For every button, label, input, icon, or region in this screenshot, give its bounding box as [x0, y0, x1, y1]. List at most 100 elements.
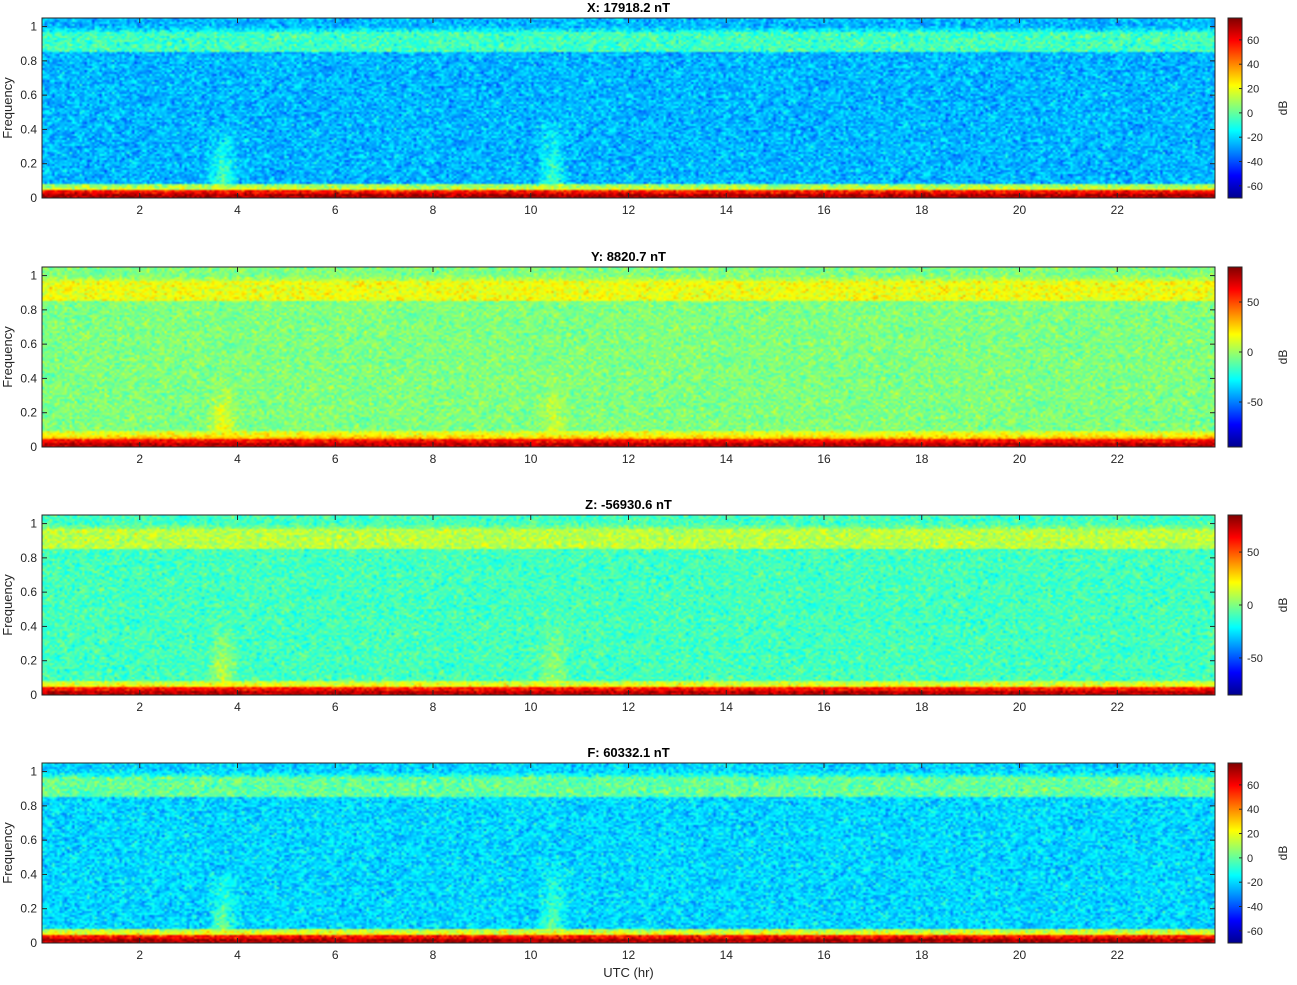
- x-tick-label: 16: [817, 700, 831, 714]
- spectrogram-panel-3: F: 60332.1 nT2 4 6 8 10 12 14 16 18 20 2200.20.40.…: [0, 745, 1290, 980]
- x-tick-label: 6: [332, 452, 339, 466]
- x-tick-label: 14: [720, 452, 734, 466]
- x-tick-label: 12: [622, 452, 636, 466]
- colorbar-tick-label: -60: [1247, 926, 1263, 938]
- x-tick-label: 10: [524, 700, 538, 714]
- colorbar-label: dB: [1276, 598, 1290, 613]
- colorbar: -60 -40 -20 0 20 40 60 dB: [1227, 17, 1290, 199]
- colorbar-tick-label: 50: [1247, 547, 1259, 559]
- x-tick-label: 22: [1111, 700, 1125, 714]
- colorbar-tick-label: 0: [1247, 347, 1253, 359]
- x-tick-label: 2: [136, 948, 143, 962]
- colorbar-label: dB: [1276, 101, 1290, 116]
- colorbar-scale: [1227, 762, 1243, 944]
- x-tick-label: 10: [524, 203, 538, 217]
- colorbar-tick-label: 40: [1247, 804, 1259, 816]
- x-tick-label: 16: [817, 948, 831, 962]
- y-tick-label: 0.8: [20, 551, 37, 565]
- y-tick-label: 0: [30, 936, 37, 950]
- colorbar-label: dB: [1276, 350, 1290, 365]
- x-tick-label: 2: [136, 700, 143, 714]
- spectrogram-panel-2: Z: -56930.6 nT2 4 6 8 10 12 14 16 18 20 2200.20.40…: [0, 497, 1290, 714]
- colorbar-tick-label: 60: [1247, 35, 1259, 47]
- colorbar-scale: [1227, 17, 1243, 199]
- x-tick-label: 14: [720, 700, 734, 714]
- y-tick-label: 0: [30, 191, 37, 205]
- x-tick-label: 10: [524, 452, 538, 466]
- colorbar-tick-label: 60: [1247, 780, 1259, 792]
- y-tick-label: 1: [30, 765, 37, 779]
- x-tick-label: 20: [1013, 948, 1027, 962]
- y-tick-label: 1: [30, 269, 37, 283]
- colorbar-tick-label: -40: [1247, 157, 1263, 169]
- y-tick-label: 0.4: [20, 371, 37, 385]
- colorbar-label: dB: [1276, 846, 1290, 861]
- y-tick-label: 0.8: [20, 799, 37, 813]
- panel-title: F: 60332.1 nT: [587, 745, 669, 760]
- x-tick-label: 18: [915, 948, 929, 962]
- colorbar-tick-label: 0: [1247, 600, 1253, 612]
- colorbar-tick-label: -40: [1247, 902, 1263, 914]
- spectrogram-panel-1: Y: 8820.7 nT2 4 6 8 10 12 14 16 18 20 2200.20.40.6…: [0, 249, 1290, 466]
- y-tick-label: 1: [30, 517, 37, 531]
- colorbar: -60 -40 -20 0 20 40 60 dB: [1227, 762, 1290, 944]
- y-tick-label: 0.8: [20, 54, 37, 68]
- y-tick-label: 0.4: [20, 867, 37, 881]
- x-tick-label: 14: [720, 948, 734, 962]
- x-tick-label: 4: [234, 700, 241, 714]
- spectrogram-heatmap: [42, 267, 1215, 447]
- y-tick-label: 0: [30, 688, 37, 702]
- colorbar-tick-label: -50: [1247, 653, 1263, 665]
- x-tick-label: 8: [430, 452, 437, 466]
- y-axis-label: Frequency: [0, 574, 15, 636]
- x-tick-label: 16: [817, 203, 831, 217]
- x-tick-label: 22: [1111, 452, 1125, 466]
- x-tick-label: 6: [332, 203, 339, 217]
- y-tick-label: 0.6: [20, 833, 37, 847]
- x-tick-label: 22: [1111, 948, 1125, 962]
- colorbar-tick-label: -20: [1247, 132, 1263, 144]
- x-tick-label: 12: [622, 700, 636, 714]
- x-tick-label: 8: [430, 700, 437, 714]
- colorbar-tick-label: 20: [1247, 84, 1259, 96]
- x-tick-label: 4: [234, 948, 241, 962]
- x-tick-label: 2: [136, 452, 143, 466]
- x-tick-label: 2: [136, 203, 143, 217]
- y-tick-label: 0.2: [20, 157, 37, 171]
- colorbar: -50 0 50 dB: [1227, 514, 1290, 696]
- x-tick-label: 14: [720, 203, 734, 217]
- x-tick-label: 10: [524, 948, 538, 962]
- y-tick-label: 1: [30, 20, 37, 34]
- colorbar-tick-label: 0: [1247, 853, 1253, 865]
- colorbar-tick-label: -60: [1247, 181, 1263, 193]
- x-tick-label: 6: [332, 948, 339, 962]
- y-tick-label: 0: [30, 440, 37, 454]
- spectrogram-heatmap: [42, 763, 1215, 943]
- y-tick-label: 0.6: [20, 337, 37, 351]
- x-tick-label: 20: [1013, 452, 1027, 466]
- y-axis-label: Frequency: [0, 77, 15, 139]
- x-tick-label: 16: [817, 452, 831, 466]
- y-tick-label: 0.6: [20, 88, 37, 102]
- y-tick-label: 0.4: [20, 619, 37, 633]
- panel-title: Z: -56930.6 nT: [585, 497, 672, 512]
- x-tick-label: 18: [915, 700, 929, 714]
- x-tick-label: 8: [430, 948, 437, 962]
- panel-title: Y: 8820.7 nT: [591, 249, 666, 264]
- y-tick-label: 0.8: [20, 303, 37, 317]
- y-tick-label: 0.2: [20, 902, 37, 916]
- y-tick-label: 0.4: [20, 122, 37, 136]
- x-tick-label: 22: [1111, 203, 1125, 217]
- x-tick-label: 4: [234, 452, 241, 466]
- y-axis-label: Frequency: [0, 326, 15, 388]
- x-tick-label: 18: [915, 203, 929, 217]
- x-axis-label: UTC (hr): [603, 965, 654, 980]
- colorbar-tick-label: 50: [1247, 297, 1259, 309]
- y-tick-label: 0.2: [20, 654, 37, 668]
- colorbar-tick-label: 0: [1247, 108, 1253, 120]
- spectrogram-panel-0: X: 17918.2 nT2 4 6 8 10 12 14 16 18 20 2200.20.40.…: [0, 0, 1290, 217]
- spectrogram-heatmap: [42, 18, 1215, 198]
- x-tick-label: 4: [234, 203, 241, 217]
